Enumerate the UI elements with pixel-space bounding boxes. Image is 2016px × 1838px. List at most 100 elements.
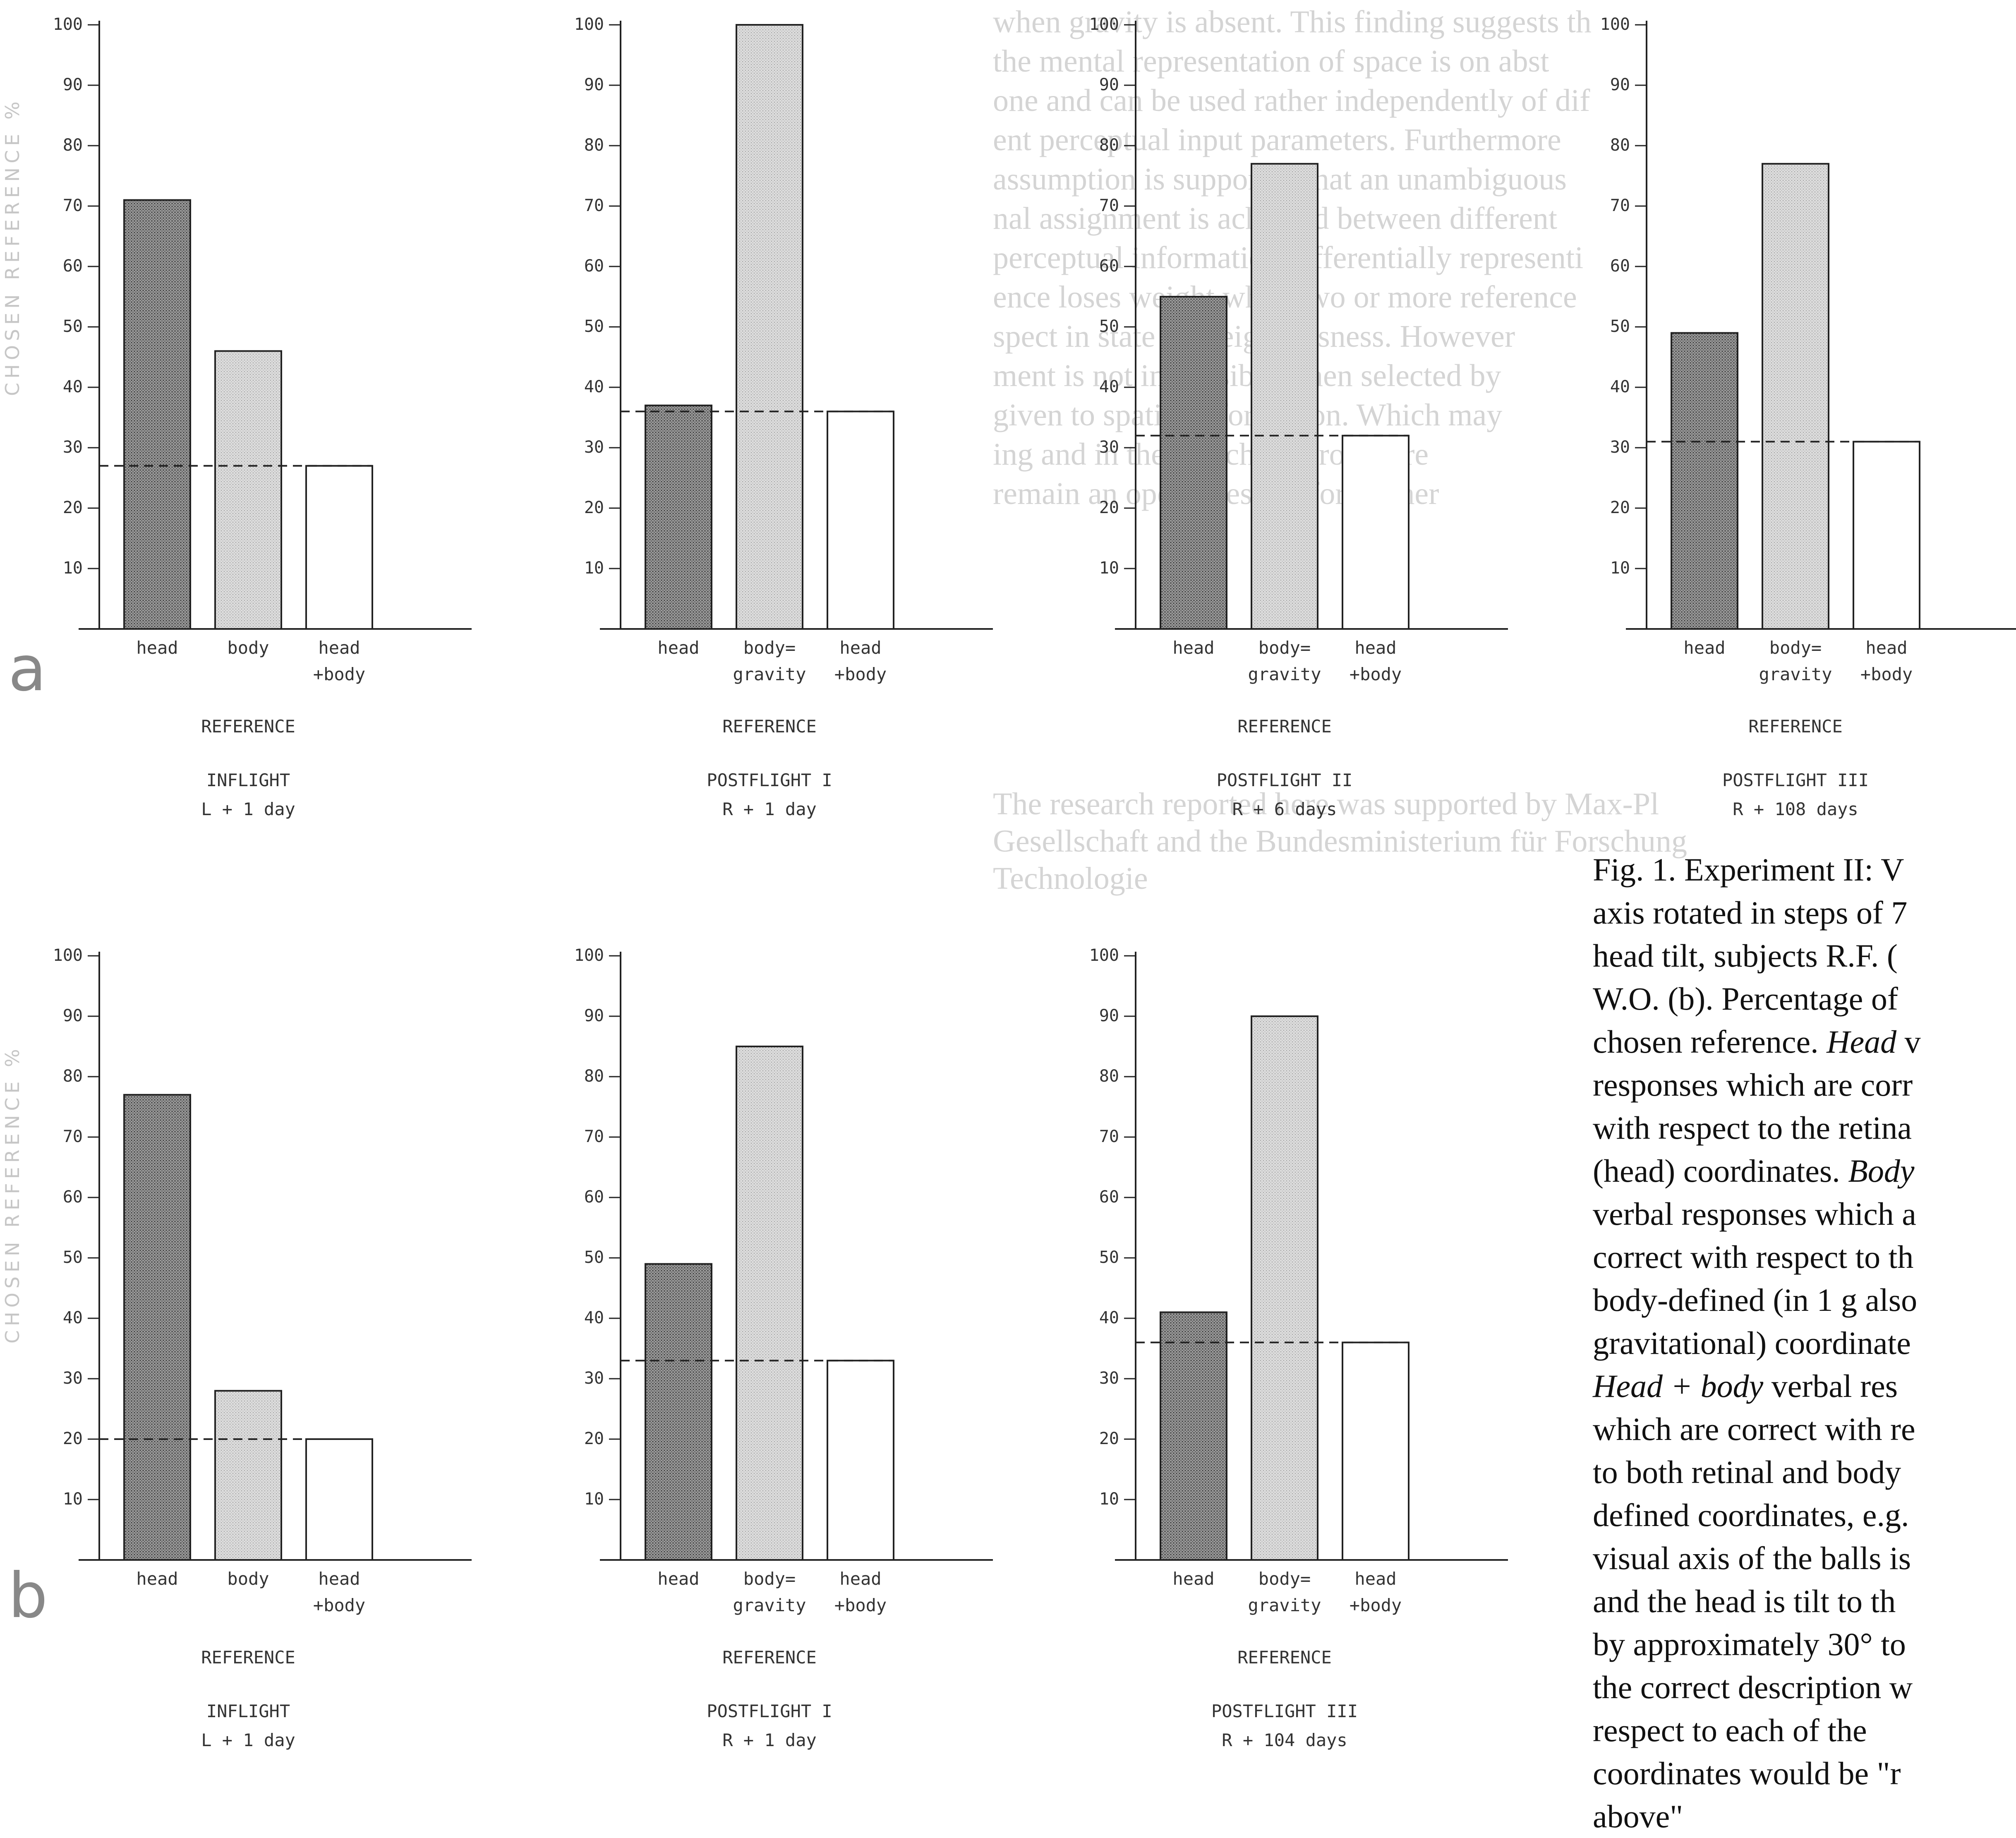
x-axis-title: REFERENCE [722,716,817,737]
bar-head [827,410,894,630]
y-tick-label: 40 [63,377,83,396]
condition-label: POSTFLIGHT III [1211,1701,1358,1721]
bar-head [305,1438,373,1561]
x-category-label: head [1865,638,1907,658]
y-tick-label: 80 [1099,136,1119,155]
background-text-line: Technologie [993,861,1148,896]
x-category-label: head [1172,638,1214,658]
y-tick-label: 100 [53,946,83,965]
caption-line: defined coordinates, e.g. [1593,1497,1909,1533]
background-text-line: Gesellschaft and the Bundesministerium f… [993,824,1688,859]
y-tick-label: 80 [584,136,604,155]
bar-chart-a-2: 10 20 30 40 50 60 70 80 90 100 head body= gravity hea… [574,15,993,819]
time-label: L + 1 day [201,799,295,819]
x-category-label: head [657,638,699,658]
y-tick-label: 50 [584,1248,604,1267]
bar-head [123,199,191,630]
x-category-label: head [839,638,881,658]
bar-chart-b-6: 10 20 30 40 50 60 70 80 90 100 head body= gravity hea… [574,946,993,1750]
bar-chart-b-5: 10 20 30 40 50 60 70 80 90 100 head body head +body RE… [53,946,472,1750]
bar-head [123,1094,191,1561]
caption-line: Head + body verbal res [1593,1368,1898,1404]
x-category-label: head [136,638,178,658]
background-text-line: one and can be used rather independently… [993,83,1590,118]
y-tick-label: 90 [584,75,604,94]
caption-line: (head) coordinates. Body [1593,1153,1915,1189]
y-axis-side-label-a: CHOSEN REFERENCE % [1,97,24,396]
y-tick-label: 90 [1099,75,1119,94]
x-category-label: +body [1860,664,1913,684]
condition-label: INFLIGHT [206,770,290,790]
bar-body [736,1046,803,1561]
background-text-line: The research reported here was supported… [993,787,1659,821]
x-category-label: head [136,1569,178,1589]
y-tick-label: 80 [1610,136,1630,155]
bar-head [1160,1311,1227,1561]
y-tick-label: 20 [63,1429,83,1448]
time-label: R + 1 day [722,1730,817,1750]
background-text-line: when gravity is absent. This finding sug… [993,5,1592,39]
y-tick-label: 100 [1600,15,1630,34]
caption-line: above" [1593,1798,1683,1834]
y-tick-label: 60 [63,1188,83,1207]
x-category-label: +body [834,664,887,684]
bar-body [214,1390,282,1561]
y-tick-label: 10 [1610,559,1630,578]
bar-body [1762,163,1829,630]
y-tick-label: 20 [584,498,604,517]
y-tick-label: 10 [63,559,83,578]
caption-line: Fig. 1. Experiment II: V [1593,852,1904,888]
caption-line: coordinates would be "r [1593,1755,1901,1791]
caption-line: W.O. (b). Percentage of [1593,981,1898,1017]
x-category-label: gravity [1248,1595,1321,1615]
time-label: L + 1 day [201,1730,295,1750]
y-tick-label: 60 [1099,1188,1119,1207]
y-tick-label: 20 [1099,498,1119,517]
bar-head [1160,296,1227,630]
y-tick-label: 50 [1099,317,1119,336]
x-category-label: +body [1350,664,1402,684]
caption-line: body-defined (in 1 g also [1593,1282,1918,1318]
bar-head [645,1263,712,1561]
x-category-label: head [1683,638,1725,658]
bar-head [1853,441,1920,630]
y-tick-label: 60 [584,257,604,276]
y-tick-label: 80 [1099,1067,1119,1086]
background-text-line: given to spatial information. Which may [993,398,1503,432]
y-tick-label: 50 [1610,317,1630,336]
background-text-line: ent perceptual input parameters. Further… [993,122,1561,157]
caption-line: to both retinal and body [1593,1454,1901,1490]
y-tick-label: 30 [1610,438,1630,457]
bar-body [214,350,282,630]
caption-line: visual axis of the balls is [1593,1540,1911,1576]
y-tick-label: 20 [63,498,83,517]
caption-line: responses which are corr [1593,1067,1913,1103]
bar-head [1342,1341,1410,1561]
condition-label: POSTFLIGHT II [1217,770,1353,790]
x-category-label: head [657,1569,699,1589]
row-label-a: a [8,633,46,705]
time-label: R + 1 day [722,799,817,819]
y-tick-label: 90 [584,1006,604,1025]
y-tick-label: 60 [1610,257,1630,276]
x-category-label: +body [1350,1595,1402,1615]
x-category-label: +body [313,1595,365,1615]
x-category-label: body= [1769,638,1822,658]
y-tick-label: 50 [63,317,83,336]
x-category-label: head [1354,638,1396,658]
bar-chart-a-3: 10 20 30 40 50 60 70 80 90 100 head body= gravity hea… [1089,15,1508,819]
y-tick-label: 70 [584,196,604,215]
y-tick-label: 30 [584,1369,604,1388]
bar-body [1251,163,1318,630]
caption-line: and the head is tilt to th [1593,1583,1896,1619]
y-tick-label: 10 [63,1490,83,1509]
x-category-label: body= [743,1569,796,1589]
x-category-label: body [227,638,269,658]
y-tick-label: 10 [1099,1490,1119,1509]
y-tick-label: 70 [1099,1127,1119,1146]
caption-line: head tilt, subjects R.F. ( [1593,938,1898,974]
bar-head [305,465,373,630]
x-category-label: +body [313,664,365,684]
x-axis-title: REFERENCE [722,1647,817,1668]
caption-line: gravitational) coordinate [1593,1325,1911,1361]
